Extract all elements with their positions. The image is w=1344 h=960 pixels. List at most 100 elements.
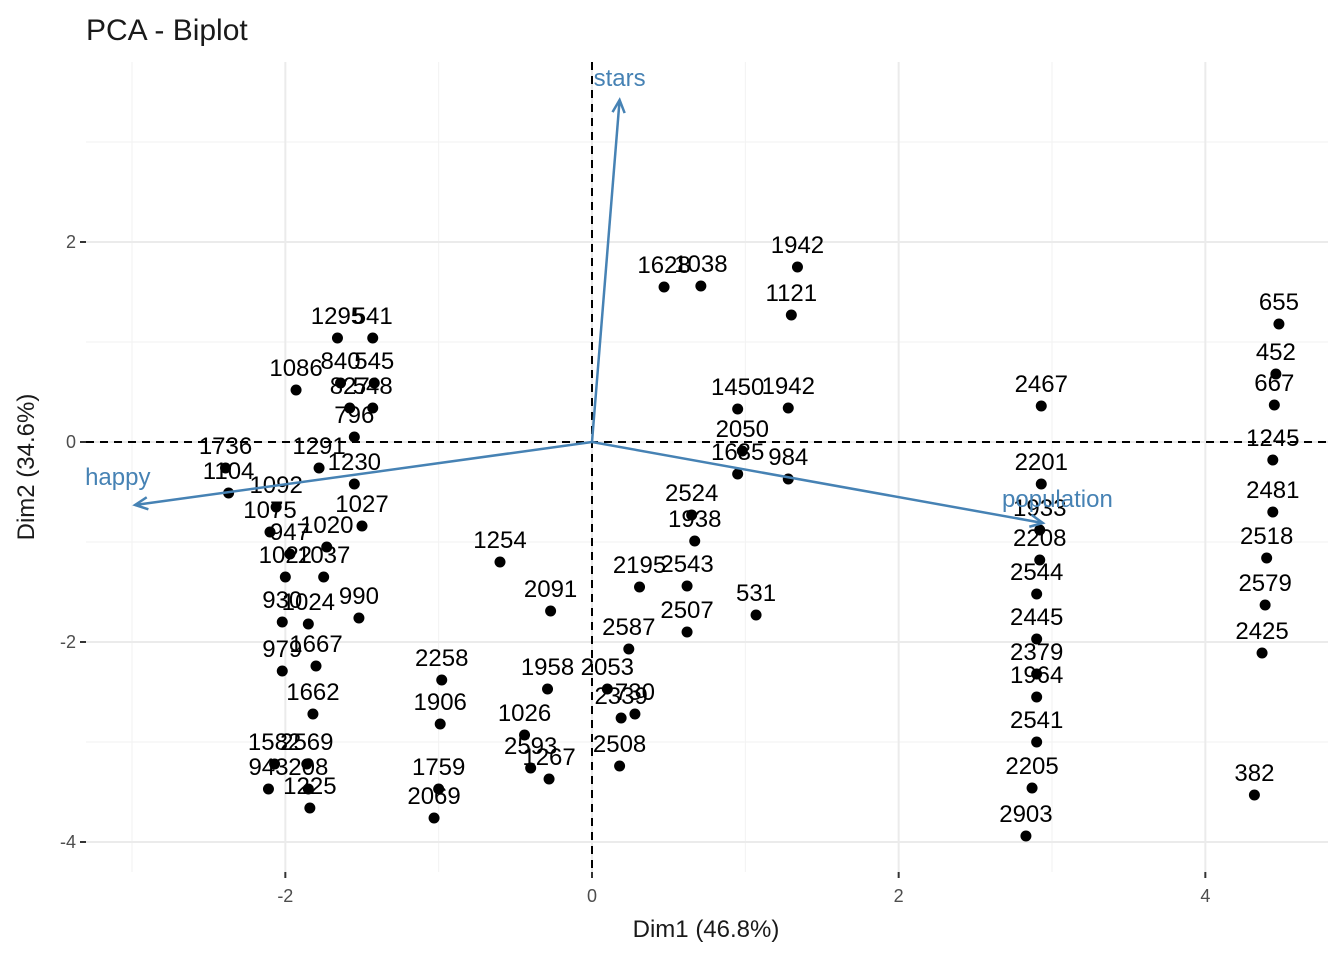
point-label: 1104 — [203, 458, 255, 485]
point-label: 452 — [1256, 339, 1296, 366]
data-point — [310, 660, 322, 672]
point-label: 2579 — [1238, 570, 1291, 597]
point-label: 1582 — [248, 729, 301, 756]
data-point — [791, 261, 803, 273]
point-label: 943 — [248, 754, 288, 781]
data-point — [1268, 399, 1280, 411]
point-label: 1736 — [199, 433, 252, 460]
point-label: 2201 — [1015, 449, 1068, 476]
point-label: 2544 — [1010, 559, 1063, 586]
point-label: 947 — [270, 519, 310, 546]
point-label: 2903 — [999, 801, 1052, 828]
variable-label: population — [1002, 486, 1113, 513]
variable-arrow-head — [132, 496, 149, 511]
point-label: 930 — [262, 587, 302, 614]
point-label: 1942 — [771, 232, 824, 259]
data-point — [313, 462, 325, 474]
point-label: 2518 — [1240, 523, 1293, 550]
data-point — [1026, 782, 1038, 794]
point-label: 2205 — [1005, 753, 1058, 780]
point-label: 979 — [262, 636, 302, 663]
data-point — [284, 548, 296, 560]
point-label: 1942 — [762, 373, 815, 400]
data-point — [542, 683, 554, 695]
point-label: 2208 — [1013, 525, 1066, 552]
point-label: 1020 — [300, 512, 353, 539]
data-point — [736, 445, 748, 457]
data-point — [307, 708, 319, 720]
point-label: 2379 — [1010, 639, 1063, 666]
variable-arrow — [134, 440, 593, 507]
point-label: 840 — [321, 348, 361, 375]
data-point — [276, 665, 288, 677]
data-point — [331, 332, 343, 344]
point-label: 1964 — [1010, 662, 1063, 689]
chart-title: PCA - Biplot — [86, 14, 248, 47]
data-point — [318, 571, 330, 583]
point-label: 1667 — [289, 631, 342, 658]
data-point — [1270, 368, 1282, 380]
variable-arrow-head — [611, 97, 626, 114]
data-point — [601, 683, 613, 695]
variable-arrow — [590, 99, 621, 443]
variable-arrow-head — [1028, 513, 1046, 528]
point-label: 1225 — [283, 773, 336, 800]
data-point — [276, 616, 288, 628]
reference-lines — [86, 62, 1328, 872]
data-point — [750, 609, 762, 621]
x-tick-label: 2 — [894, 886, 904, 906]
data-point — [695, 280, 707, 292]
data-point — [436, 674, 448, 686]
point-label: 655 — [1259, 289, 1299, 316]
data-point — [434, 718, 446, 730]
data-point — [545, 605, 557, 617]
data-point — [782, 402, 794, 414]
point-label: 1026 — [498, 700, 551, 727]
x-tick-label: 4 — [1200, 886, 1210, 906]
point-label: 2258 — [415, 645, 468, 672]
point-label: 2445 — [1010, 604, 1063, 631]
data-point — [623, 643, 635, 655]
point-label: 2091 — [524, 576, 577, 603]
data-point — [1034, 524, 1046, 536]
data-point — [368, 377, 380, 389]
data-point — [367, 332, 379, 344]
point-label: 990 — [339, 583, 379, 610]
point-label: 2541 — [1010, 707, 1063, 734]
x-tick-label: 0 — [587, 886, 597, 906]
data-point — [686, 509, 698, 521]
point-label: 2481 — [1246, 477, 1299, 504]
data-point — [344, 402, 356, 414]
data-point — [629, 708, 641, 720]
data-point — [615, 712, 627, 724]
point-label: 2507 — [660, 597, 713, 624]
point-label: 208 — [288, 754, 328, 781]
point-label: 1121 — [766, 280, 818, 307]
data-point — [264, 526, 276, 538]
point-label: 1938 — [668, 506, 721, 533]
point-label: 1628 — [637, 252, 690, 279]
point-label: 1933 — [1013, 495, 1066, 522]
point-label: 1759 — [412, 754, 465, 781]
data-point — [356, 520, 368, 532]
data-point — [681, 626, 693, 638]
point-label: 1635 — [711, 439, 764, 466]
data-point — [1020, 830, 1032, 842]
data-point — [519, 729, 531, 741]
data-point — [220, 462, 232, 474]
point-label: 2050 — [716, 416, 769, 443]
data-point — [367, 402, 379, 414]
data-point — [1031, 691, 1043, 703]
axis-ticks: -2 0 2 4 -4 -2 0 2 — [60, 232, 1210, 906]
data-point — [1273, 318, 1285, 330]
point-label: 1075 — [243, 497, 296, 524]
data-point — [494, 556, 506, 568]
point-label: 1958 — [521, 654, 574, 681]
data-point — [279, 571, 291, 583]
x-tick-label: -2 — [277, 886, 293, 906]
point-label: 1038 — [674, 251, 727, 278]
point-label: 2053 — [581, 654, 634, 681]
data-point — [1031, 588, 1043, 600]
y-tick-label: -4 — [60, 832, 76, 852]
